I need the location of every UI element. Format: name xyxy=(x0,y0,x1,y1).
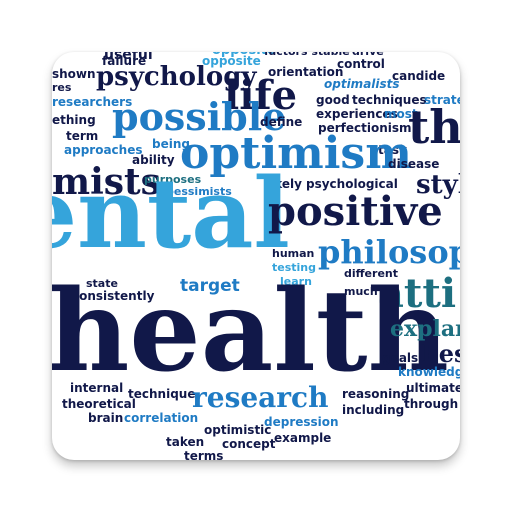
word-failure: failure xyxy=(102,54,147,68)
word-health: health xyxy=(52,266,449,397)
word-being: being xyxy=(152,137,190,151)
word-including: including xyxy=(342,403,405,417)
word-ability: ability xyxy=(132,153,175,167)
word-philosoph: philosoph xyxy=(318,233,460,271)
word-control: control xyxy=(337,57,385,71)
word-disease: disease xyxy=(388,157,440,171)
word-consistently: consistently xyxy=(72,289,155,303)
word-ental: ental xyxy=(52,157,290,270)
word-optimistic: optimistic xyxy=(204,423,272,437)
word-human: human xyxy=(272,247,315,260)
word-brain: brain xyxy=(88,411,124,425)
word-good: good xyxy=(316,93,350,107)
word-concept: concept xyxy=(222,437,276,451)
word-purposes: purposes xyxy=(144,173,202,186)
word-likely: likely xyxy=(266,177,302,191)
word-ething: ething xyxy=(52,113,96,127)
word-thi: thi xyxy=(408,100,460,154)
word-possible: possible xyxy=(112,94,287,139)
word-factors-stable: factors stable xyxy=(264,52,350,57)
word-most: most xyxy=(384,107,418,121)
word-term: term xyxy=(66,129,99,143)
word-depression: depression xyxy=(264,415,339,429)
word-pessimists: pessimists xyxy=(166,185,232,198)
word-experiences: experiences xyxy=(316,107,398,121)
word-different: different xyxy=(344,267,398,280)
word-knowledge: knowledge xyxy=(398,365,460,379)
word-testing: testing xyxy=(272,261,316,274)
word-psychological: psychological xyxy=(306,177,398,191)
word-terms: terms xyxy=(184,449,224,460)
word-researchers: researchers xyxy=(52,95,133,109)
word-much: much xyxy=(344,285,378,298)
word-example: example xyxy=(274,431,332,445)
app-icon[interactable]: useful opposite factors stable drive fai… xyxy=(52,52,460,460)
word-positive: positive xyxy=(268,188,443,235)
word-research: research xyxy=(192,381,329,414)
word-taken: taken xyxy=(166,435,205,449)
word-correlation: correlation xyxy=(124,411,199,425)
word-goals: goals xyxy=(382,351,419,365)
word-opposite-2: opposite xyxy=(202,54,261,68)
word-through: through xyxy=(404,397,459,411)
word-atti: atti xyxy=(378,270,457,317)
word-define: define xyxy=(260,115,303,129)
word-learn: learn xyxy=(280,275,312,288)
word-life: life xyxy=(224,72,298,119)
word-approaches: approaches xyxy=(64,143,143,157)
word-state: state xyxy=(86,277,118,290)
word-styl: styl xyxy=(416,170,460,200)
word-technique: technique xyxy=(128,387,196,401)
word-res: res xyxy=(52,81,72,94)
word-drive: drive xyxy=(352,52,384,57)
word-optimism: optimism xyxy=(180,128,412,179)
word-techniques: techniques xyxy=(352,93,427,107)
word-theoretical: theoretical xyxy=(62,397,136,411)
word-target: target xyxy=(180,276,240,296)
word-mists: mists xyxy=(52,161,161,203)
word-task: task xyxy=(378,143,407,157)
word-ultimately: ultimately xyxy=(406,381,460,395)
word-optimalists: optimalists xyxy=(324,77,400,91)
word-shown: shown xyxy=(52,67,96,81)
word-perfectionism: perfectionism xyxy=(318,121,412,135)
word-strate: strate xyxy=(424,93,460,107)
word-internal: internal xyxy=(70,381,124,395)
word-bes: bes xyxy=(422,339,460,368)
word-opposite: opposite xyxy=(212,52,276,57)
word-explan: explan xyxy=(390,316,460,342)
word-useful: useful xyxy=(104,52,153,63)
word-candide: candide xyxy=(392,69,446,83)
word-orientation: orientation xyxy=(268,65,344,79)
word-reasoning: reasoning xyxy=(342,387,410,401)
word-psychology: psychology xyxy=(96,62,257,92)
